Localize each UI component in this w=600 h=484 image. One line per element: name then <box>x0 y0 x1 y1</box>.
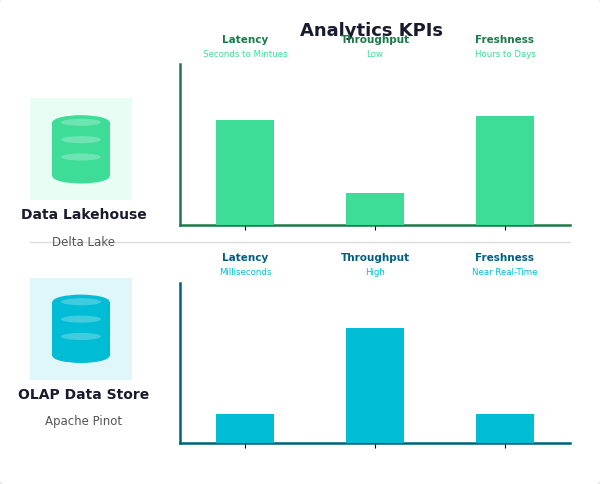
Ellipse shape <box>52 349 110 363</box>
Ellipse shape <box>52 330 110 344</box>
Ellipse shape <box>52 295 110 309</box>
Bar <box>52 319 110 339</box>
Text: Data Lakehouse: Data Lakehouse <box>21 208 147 222</box>
Bar <box>476 117 534 225</box>
Text: Seconds to Mintues: Seconds to Mintues <box>203 50 287 59</box>
Text: Throughput: Throughput <box>340 252 410 262</box>
Ellipse shape <box>52 170 110 184</box>
Bar <box>52 158 110 177</box>
Bar <box>216 414 274 443</box>
Text: Low: Low <box>367 50 383 59</box>
Bar <box>476 414 534 443</box>
Text: High: High <box>365 268 385 277</box>
Ellipse shape <box>61 333 101 340</box>
Bar <box>216 121 274 225</box>
Text: Freshness: Freshness <box>476 252 535 262</box>
Ellipse shape <box>52 312 110 327</box>
Bar <box>52 302 110 321</box>
Text: Freshness: Freshness <box>476 34 535 45</box>
Bar <box>346 328 404 443</box>
Text: Hours to Days: Hours to Days <box>475 50 535 59</box>
Text: Milliseconds: Milliseconds <box>219 268 271 277</box>
Ellipse shape <box>52 152 110 167</box>
Text: OLAP Data Store: OLAP Data Store <box>19 387 149 401</box>
Text: Throughput: Throughput <box>340 34 410 45</box>
Ellipse shape <box>52 332 110 346</box>
Ellipse shape <box>52 151 110 165</box>
Bar <box>346 193 404 225</box>
Bar <box>52 140 110 160</box>
Bar <box>52 337 110 356</box>
Bar <box>52 123 110 142</box>
Text: Latency: Latency <box>222 252 268 262</box>
Text: Delta Lake: Delta Lake <box>53 236 115 248</box>
Text: Analytics KPIs: Analytics KPIs <box>301 22 443 40</box>
FancyBboxPatch shape <box>27 275 135 383</box>
Text: Apache Pinot: Apache Pinot <box>46 415 122 427</box>
Text: Near Real-Time: Near Real-Time <box>472 268 538 277</box>
Ellipse shape <box>52 116 110 130</box>
Ellipse shape <box>61 120 101 127</box>
Text: Latency: Latency <box>222 34 268 45</box>
Ellipse shape <box>61 154 101 161</box>
Ellipse shape <box>61 299 101 306</box>
FancyBboxPatch shape <box>27 96 135 204</box>
Ellipse shape <box>52 136 110 150</box>
Ellipse shape <box>61 137 101 144</box>
Ellipse shape <box>52 133 110 148</box>
Ellipse shape <box>61 316 101 323</box>
Ellipse shape <box>52 315 110 329</box>
